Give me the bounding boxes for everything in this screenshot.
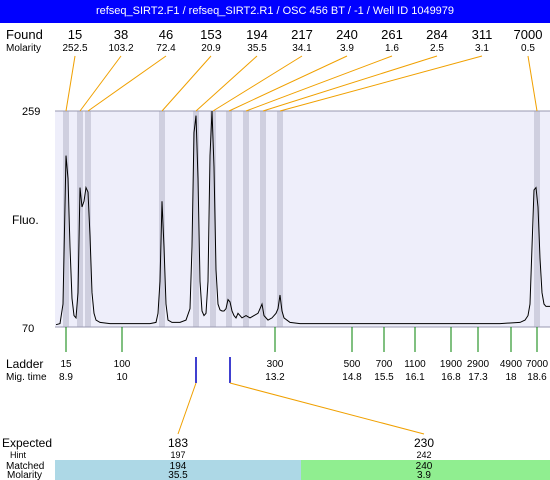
ladder-size: 700 [376, 359, 393, 370]
found-leader-line [279, 55, 483, 112]
ladder-time: 8.9 [59, 372, 73, 383]
chart-title: refseq_SIRT2.F1 / refseq_SIRT2.R1 / OSC … [95, 5, 455, 17]
y-min-label: 70 [22, 323, 34, 335]
peak-band [277, 111, 283, 327]
molarity-bottom-label: Molarity [7, 470, 42, 480]
mig-time-label: Mig. time [6, 372, 47, 383]
found-leader-line [65, 55, 76, 112]
found-size: 240 [336, 27, 358, 42]
peak-band [226, 111, 232, 327]
found-molarity: 20.9 [201, 43, 221, 54]
found-size: 46 [159, 27, 173, 42]
found-leader-line [79, 55, 122, 112]
peak-band [260, 111, 266, 327]
ladder-size: 7000 [526, 359, 549, 370]
found-size: 194 [246, 27, 268, 42]
found-leader-line [245, 55, 393, 112]
expected-leader [229, 382, 425, 435]
ladder-size: 1100 [404, 359, 426, 370]
ladder-time: 14.8 [342, 372, 362, 383]
ladder-size: 500 [344, 359, 361, 370]
found-molarity: 0.5 [521, 43, 535, 54]
ladder-size: 4900 [500, 359, 523, 370]
ladder-time: 16.8 [441, 372, 461, 383]
ladder-size: 15 [60, 359, 72, 370]
expected-markers [177, 357, 425, 435]
hint-label: Hint [10, 450, 27, 460]
ladder-size: 2900 [467, 359, 490, 370]
expected-leader [177, 382, 197, 435]
found-size: 153 [200, 27, 222, 42]
peak-band [243, 111, 249, 327]
found-size: 7000 [514, 27, 543, 42]
expected-hint: 197 [170, 450, 185, 460]
ladder-size: 100 [114, 359, 131, 370]
peak-band [534, 111, 540, 327]
found-size: 311 [472, 27, 493, 42]
found-molarity: 34.1 [292, 43, 312, 54]
ladder-label: Ladder [6, 357, 43, 371]
found-label: Found [6, 27, 43, 42]
found-leader-lines [65, 55, 538, 112]
found-molarity: 252.5 [62, 43, 87, 54]
found-size: 284 [426, 27, 448, 42]
found-molarity: 103.2 [108, 43, 133, 54]
found-leader-line [87, 55, 167, 112]
peak-band [193, 111, 199, 327]
expected-matched: 240 [416, 461, 433, 472]
fluorescence-trace [55, 110, 550, 326]
found-leader-line [262, 55, 438, 112]
matched-label: Matched [6, 461, 44, 472]
expected-size: 183 [168, 436, 188, 450]
ladder-time: 10 [116, 372, 128, 383]
title-bar: refseq_SIRT2.F1 / refseq_SIRT2.R1 / OSC … [0, 0, 550, 23]
found-molarity: 3.9 [340, 43, 354, 54]
matched-band-1 [55, 460, 301, 480]
ladder-time: 16.1 [405, 372, 425, 383]
found-leader-line [228, 55, 348, 112]
found-size: 261 [381, 27, 403, 42]
peak-band [77, 111, 83, 327]
expected-matched: 194 [170, 461, 187, 472]
y-max-label: 259 [22, 106, 40, 118]
expected-label: Expected [2, 436, 52, 450]
found-size: 38 [114, 27, 128, 42]
ladder-time: 15.5 [374, 372, 394, 383]
ladder-time: 18 [505, 372, 517, 383]
peak-band [210, 111, 216, 327]
found-size: 217 [291, 27, 313, 42]
found-molarity: 35.5 [247, 43, 267, 54]
ladder-time: 13.2 [265, 372, 285, 383]
expected-hint: 242 [416, 450, 431, 460]
ladder-time: 17.3 [468, 372, 488, 383]
ladder-row: 15 8.9 100 10 300 13.2 500 14.8 700 15.5 1100 16.1 1… [59, 327, 549, 383]
ladder-time: 18.6 [527, 372, 547, 383]
found-molarity: 3.1 [475, 43, 489, 54]
peak-band [63, 111, 69, 327]
found-leader-line [161, 55, 212, 112]
found-molarity: 1.6 [385, 43, 399, 54]
fluo-axis-label: Fluo. [12, 213, 39, 227]
expected-molarity: 3.9 [417, 470, 431, 480]
found-molarity: 2.5 [430, 43, 444, 54]
plot-area [55, 111, 550, 327]
found-leader-line [212, 55, 303, 112]
found-size: 15 [68, 27, 82, 42]
expected-size: 230 [414, 436, 434, 450]
found-leader-line [527, 55, 538, 112]
molarity-label: Molarity [6, 43, 41, 54]
peak-band [85, 111, 91, 327]
found-molarity: 72.4 [156, 43, 176, 54]
expected-molarity: 35.5 [168, 470, 188, 480]
ladder-size: 300 [267, 359, 284, 370]
found-leader-line [195, 55, 258, 112]
ladder-size: 1900 [440, 359, 463, 370]
matched-band-2 [301, 460, 550, 480]
